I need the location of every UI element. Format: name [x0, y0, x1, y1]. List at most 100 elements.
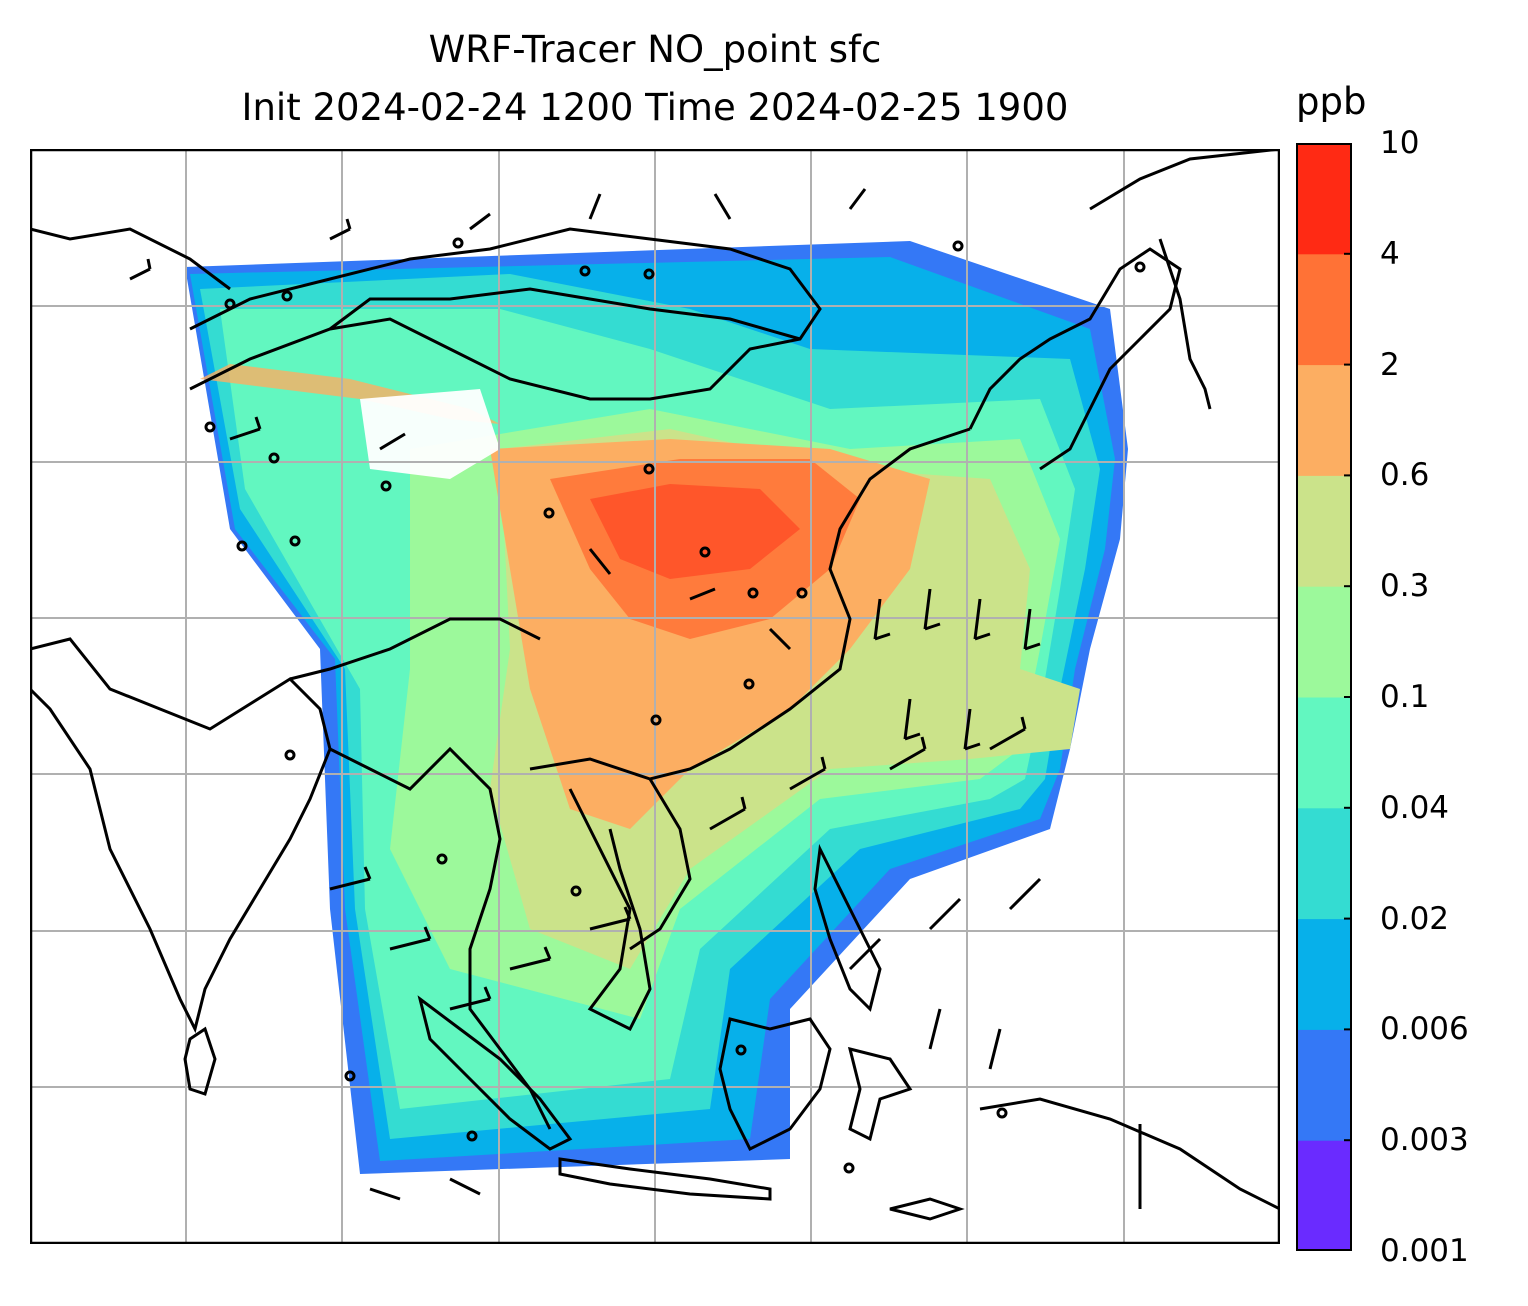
wind-barb: [903, 698, 921, 741]
coastline-sulawesi: [847, 1046, 913, 1142]
calm-wind-circle: [579, 265, 591, 277]
wind-barb: [989, 716, 1027, 751]
coastline-gulf-thailand: [568, 788, 652, 1032]
calm-wind-circle: [996, 1107, 1008, 1119]
colorbar-tick-label: 0.006: [1380, 1011, 1469, 1048]
colorbar-unit-label: ppb: [1296, 80, 1367, 123]
colorbar-tick-label: 10: [1380, 125, 1420, 161]
wind-barb: [1023, 608, 1041, 651]
wind-barb: [768, 627, 792, 651]
coastline-bay-bengal-east: [329, 746, 552, 1130]
colorbar-tick-label: 0.3: [1380, 568, 1430, 605]
map-title-line-2: Init 2024-02-24 1200 Time 2024-02-25 190…: [241, 86, 1069, 129]
wind-barb: [988, 1028, 1002, 1070]
coastline-india: [30, 637, 332, 1034]
coastline-sumatra: [417, 995, 573, 1151]
gridlines: [30, 149, 1280, 1244]
wind-barb: [973, 598, 991, 641]
calm-wind-circle: [796, 587, 808, 599]
wind-barb: [449, 986, 492, 1011]
calm-wind-circle: [747, 587, 759, 599]
calm-wind-circle: [452, 237, 464, 249]
wind-barb: [379, 432, 406, 451]
wind-barb: [713, 193, 732, 220]
wind-barb: [1008, 877, 1042, 911]
coastline-java: [558, 1157, 772, 1201]
wind-barb: [963, 708, 981, 751]
wind-barb: [588, 548, 612, 575]
colorbar-tick-label: 0.1: [1380, 679, 1430, 715]
map-title-line-1: WRF-Tracer NO_point sfc: [428, 28, 882, 71]
wind-barb: [928, 897, 962, 931]
colorbar-swatch: [1296, 475, 1352, 587]
calm-wind-circle: [380, 480, 392, 492]
wind-barb: [369, 1187, 401, 1201]
colorbar-swatch: [1296, 1140, 1352, 1251]
calm-wind-circle: [236, 540, 248, 552]
no-data-regions: [360, 389, 500, 479]
colorbar-tick-label: 0.003: [1380, 1122, 1469, 1159]
map-frame-border: [30, 149, 1280, 1244]
calm-wind-circle: [650, 714, 662, 726]
colorbar-swatch: [1296, 586, 1352, 698]
field-hotspot-red: [590, 484, 800, 579]
coastline-new-guinea: [979, 1097, 1280, 1211]
coastline-sakhalin: [1158, 238, 1212, 410]
calm-wind-circle: [436, 853, 448, 865]
colorbar-tick-label: 0.02: [1380, 900, 1450, 937]
colorbar-tick-label: 2: [1380, 346, 1400, 383]
coastline-borneo: [718, 1017, 832, 1152]
colorbar-tick-label: 0.001: [1380, 1233, 1469, 1269]
colorbar-swatch: [1296, 1029, 1352, 1141]
colorbar-swatch: [1296, 253, 1352, 366]
wind-barb: [129, 258, 152, 281]
wind-barb: [848, 937, 882, 971]
wind-barb: [889, 736, 927, 771]
border-himalaya: [289, 617, 541, 681]
coastline-timor: [889, 1197, 965, 1221]
calm-wind-circle: [224, 298, 236, 310]
coastline-sri-lanka: [183, 1026, 217, 1096]
colorbar-tick-label: 0.6: [1380, 457, 1430, 494]
wind-barb: [469, 212, 491, 231]
wind-barb: [588, 193, 602, 220]
colorbar: [1296, 143, 1352, 1251]
wind-barb: [449, 1177, 481, 1196]
wind-barb: [789, 756, 827, 791]
calm-wind-circle: [735, 1044, 747, 1056]
calm-wind-circle: [543, 507, 555, 519]
wind-barb: [928, 1008, 942, 1050]
calm-wind-circle: [289, 535, 301, 547]
calm-wind-circle: [284, 749, 296, 761]
calm-wind-circle: [204, 421, 216, 433]
wind-barb: [329, 218, 352, 241]
coastlines: [30, 149, 1280, 1221]
wind-barb: [389, 926, 432, 951]
border-mongolia: [329, 287, 801, 341]
calm-wind-circle: [643, 268, 655, 280]
tracer-field: [185, 241, 1128, 1174]
wind-barbs: [129, 188, 1042, 1201]
colorbar-swatch: [1296, 807, 1352, 920]
calm-wind-circle: [843, 1162, 855, 1174]
wind-barb: [229, 416, 262, 441]
calm-wind-circle: [643, 463, 655, 475]
calm-wind-circle: [466, 1130, 478, 1142]
wind-barb: [923, 588, 941, 631]
wind-barb: [329, 866, 372, 891]
calm-wind-circle: [570, 885, 582, 897]
colorbar-swatch: [1296, 364, 1352, 476]
wind-barb: [589, 906, 632, 931]
colorbar-swatches: [1296, 143, 1352, 1251]
coastline-russia-north: [1089, 149, 1280, 211]
coastline-korea-japan: [968, 247, 1182, 471]
calm-wind-markers: [204, 237, 1146, 1174]
calm-wind-circle: [268, 452, 280, 464]
wind-barb: [709, 796, 747, 831]
wind-barb: [509, 946, 552, 971]
wind-barb: [873, 598, 891, 641]
calm-wind-circle: [281, 290, 293, 302]
colorbar-swatch: [1296, 697, 1352, 809]
colorbar-tick-label: 4: [1380, 235, 1400, 272]
coastline-philippines: [813, 843, 882, 1012]
